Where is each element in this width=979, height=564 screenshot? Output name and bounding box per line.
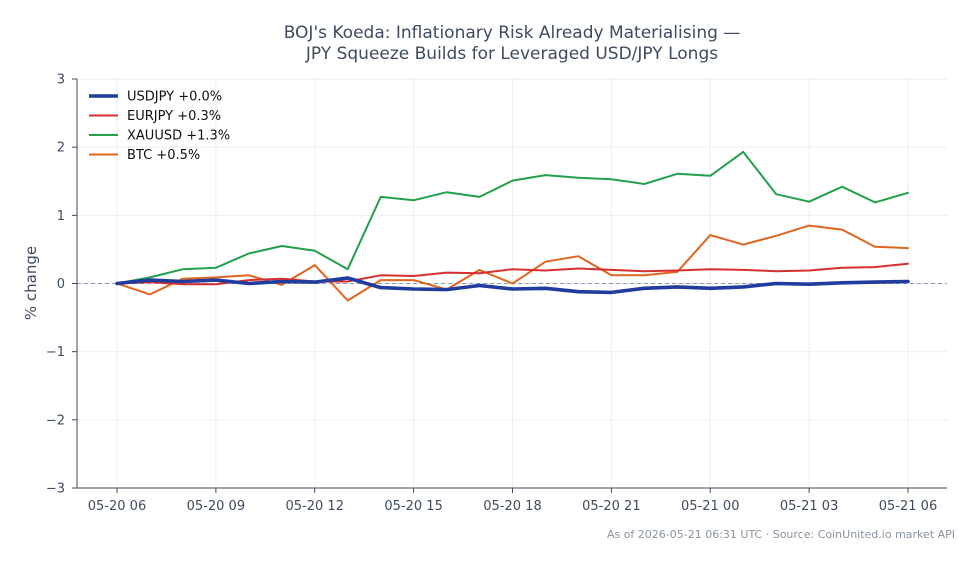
legend-label: BTC +0.5%	[127, 148, 200, 163]
x-axis-ticks: 05-20 06 05-20 09 05-20 12 05-20 15 05-20 18…	[88, 488, 937, 514]
footer-source: As of 2026-05-21 06:31 UTC · Source: Coi…	[607, 528, 955, 541]
y-tick-label: 0	[57, 277, 65, 292]
chart-title-line-2: JPY Squeeze Builds for Leveraged USD/JPY…	[305, 44, 718, 64]
series-line-3	[116, 150, 909, 285]
y-tick-label: 3	[57, 73, 65, 88]
y-tick-label: 2	[57, 141, 65, 156]
x-tick-label: 05-20 12	[286, 499, 344, 514]
x-tick-label: 05-20 09	[187, 499, 245, 514]
x-tick-label: 05-20 15	[384, 499, 442, 514]
x-tick-label: 05-21 03	[780, 499, 838, 514]
legend-label: XAUUSD +1.3%	[127, 129, 230, 144]
x-tick-label: 05-20 18	[483, 499, 541, 514]
series-line-4	[116, 224, 909, 302]
series-line-2	[116, 262, 909, 286]
x-tick-label: 05-21 06	[879, 499, 937, 514]
y-axis-label: % change	[22, 246, 40, 320]
x-tick-label: 05-21 00	[681, 499, 739, 514]
y-tick-label: −2	[46, 413, 65, 428]
x-tick-label: 05-20 06	[88, 499, 146, 514]
series-lines	[115, 150, 910, 302]
legend-label: EURJPY +0.3%	[127, 109, 221, 124]
chart-title-line-1: BOJ's Koeda: Inflationary Risk Already M…	[284, 23, 741, 43]
y-tick-label: −1	[46, 345, 65, 360]
y-axis-ticks: −3 −2 −1 0 1 2 3	[46, 73, 77, 497]
y-tick-label: −3	[46, 482, 65, 497]
legend: USDJPY +0.0% EURJPY +0.3% XAUUSD +1.3% BTC …	[89, 90, 230, 163]
x-tick-label: 05-20 21	[582, 499, 640, 514]
series-line-1	[115, 276, 910, 295]
legend-label: USDJPY +0.0%	[127, 90, 222, 105]
y-tick-label: 1	[57, 209, 65, 224]
